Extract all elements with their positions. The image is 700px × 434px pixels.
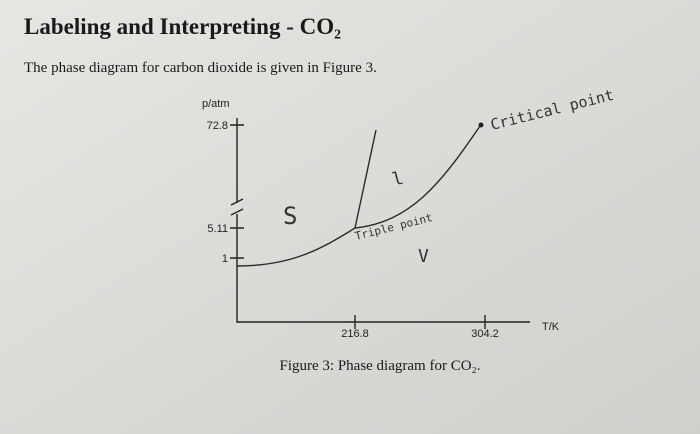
sublimation-curve <box>236 227 356 267</box>
vapor-label: V <box>418 246 429 267</box>
liquid-label: l <box>390 168 406 191</box>
y-tick-label: 5.11 <box>207 223 228 235</box>
x-tick-label: 216.8 <box>341 328 369 340</box>
title: Labeling and Interpreting - CO₂ <box>24 14 341 39</box>
vaporization-curve <box>354 125 481 229</box>
axes <box>236 118 530 323</box>
x-axis-label: T/K <box>542 321 560 333</box>
intro: The phase diagram for carbon dioxide is … <box>24 60 377 76</box>
solid-label: S <box>283 202 297 230</box>
caption: Figure 3: Phase diagram for CO₂. <box>279 358 480 374</box>
y-tick-label: 1 <box>222 253 228 265</box>
ticks <box>230 124 486 329</box>
critical-point <box>478 122 484 128</box>
y-tick-label: 72.8 <box>207 120 228 132</box>
melting-curve <box>354 129 377 229</box>
y-axis-label: p/atm <box>202 98 230 110</box>
axis-break <box>230 198 244 216</box>
x-tick-label: 304.2 <box>471 328 499 340</box>
